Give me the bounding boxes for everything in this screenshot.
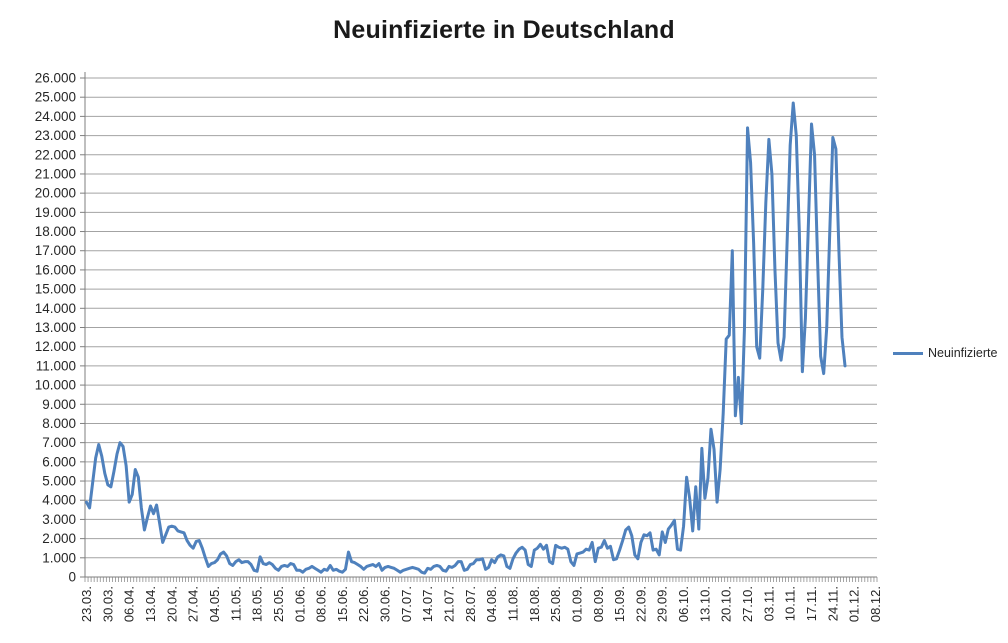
x-tick-label: 14.07. [420, 586, 435, 622]
x-tick-label: 04.08. [484, 586, 499, 622]
y-tick-label: 15.000 [35, 282, 76, 297]
x-tick-label: 22.09. [633, 586, 648, 622]
legend: Neuinfizierte [893, 346, 997, 360]
x-tick-label: 01.06. [292, 586, 307, 622]
y-tick-label: 18.000 [35, 224, 76, 239]
y-tick-label: 17.000 [35, 243, 76, 258]
y-tick-label: 1.000 [42, 550, 76, 565]
x-axis-labels: 23.03. 30.03. 06.04. 13.04. 20.04. 27.04. 04.0… [79, 586, 883, 622]
x-tick-label: 22.06. [356, 586, 371, 622]
x-tick-label: 11.05. [228, 586, 243, 621]
axes [84, 72, 877, 578]
x-tick-label: 27.10. [740, 586, 755, 622]
x-tick-label: 25.08. [548, 586, 563, 622]
x-tick-label: 07.07. [399, 586, 414, 622]
y-tick-label: 4.000 [42, 493, 76, 508]
y-tick-label: 5.000 [42, 474, 76, 489]
y-tick-label: 7.000 [42, 435, 76, 450]
x-tick-label: 08.09. [591, 586, 606, 622]
y-axis-labels: 0 1.000 2.000 3.000 4.000 5.000 6.000 7.000 8.00… [35, 71, 76, 585]
x-tick-label: 08.12. [868, 586, 883, 622]
y-tick-label: 16.000 [35, 262, 76, 277]
x-tick-label: 13.10. [697, 586, 712, 622]
x-tick-label: 20.10. [719, 586, 734, 622]
y-tick-label: 3.000 [42, 512, 76, 527]
x-tick-label: 13.04. [143, 586, 158, 622]
x-tick-label: 27.04. [186, 586, 201, 622]
x-tick-label: 24.11. [825, 586, 840, 621]
legend-label: Neuinfizierte [928, 346, 998, 360]
y-tick-label: 12.000 [35, 339, 76, 354]
x-tick-label: 20.04. [164, 586, 179, 622]
x-tick-label: 06.10. [676, 586, 691, 622]
y-tick-label: 14.000 [35, 301, 76, 316]
y-tick-label: 0 [68, 570, 76, 585]
x-tick-label: 04.05. [207, 586, 222, 622]
y-tick-label: 25.000 [35, 90, 76, 105]
y-tick-label: 13.000 [35, 320, 76, 335]
x-tick-label: 01.12. [847, 586, 862, 622]
x-tick-label: 28.07. [463, 586, 478, 622]
x-tick-label: 03.11. [761, 586, 776, 621]
gridlines [85, 77, 877, 559]
y-tick-label: 22.000 [35, 147, 76, 162]
x-tick-label: 18.08. [527, 586, 542, 622]
x-tick-label: 29.09. [655, 586, 670, 622]
y-tick-label: 23.000 [35, 128, 76, 143]
series-neuinfizierte [85, 101, 847, 575]
x-tick-label: 25.05. [271, 586, 286, 622]
y-tick-label: 8.000 [42, 416, 76, 431]
x-tick-label: 15.06. [335, 586, 350, 622]
tick-marks [80, 77, 878, 582]
y-tick-label: 6.000 [42, 454, 76, 469]
y-tick-label: 11.000 [36, 358, 76, 373]
y-tick-label: 24.000 [35, 109, 76, 124]
x-tick-label: 23.03. [79, 586, 94, 622]
x-tick-label: 15.09. [612, 586, 627, 622]
x-tick-label: 18.05. [250, 586, 265, 622]
chart-title: Neuinfizierte in Deutschland [333, 16, 675, 44]
y-tick-label: 9.000 [42, 397, 76, 412]
x-tick-label: 08.06. [314, 586, 329, 622]
y-tick-label: 19.000 [35, 205, 76, 220]
x-tick-label: 30.06. [378, 586, 393, 622]
x-tick-label: 21.07. [442, 586, 457, 622]
y-tick-label: 20.000 [35, 186, 76, 201]
y-tick-label: 21.000 [35, 166, 76, 181]
y-tick-label: 26.000 [35, 71, 76, 86]
x-tick-label: 17.11. [804, 586, 819, 621]
y-tick-label: 2.000 [42, 531, 76, 546]
x-tick-label: 30.03. [100, 586, 115, 622]
x-tick-label: 06.04. [122, 586, 137, 622]
y-tick-label: 10.000 [35, 378, 76, 393]
legend-line-swatch [893, 351, 923, 355]
x-tick-label: 01.09. [569, 586, 584, 622]
x-tick-label: 11.08. [505, 586, 520, 621]
x-tick-label: 10.11. [783, 586, 798, 621]
